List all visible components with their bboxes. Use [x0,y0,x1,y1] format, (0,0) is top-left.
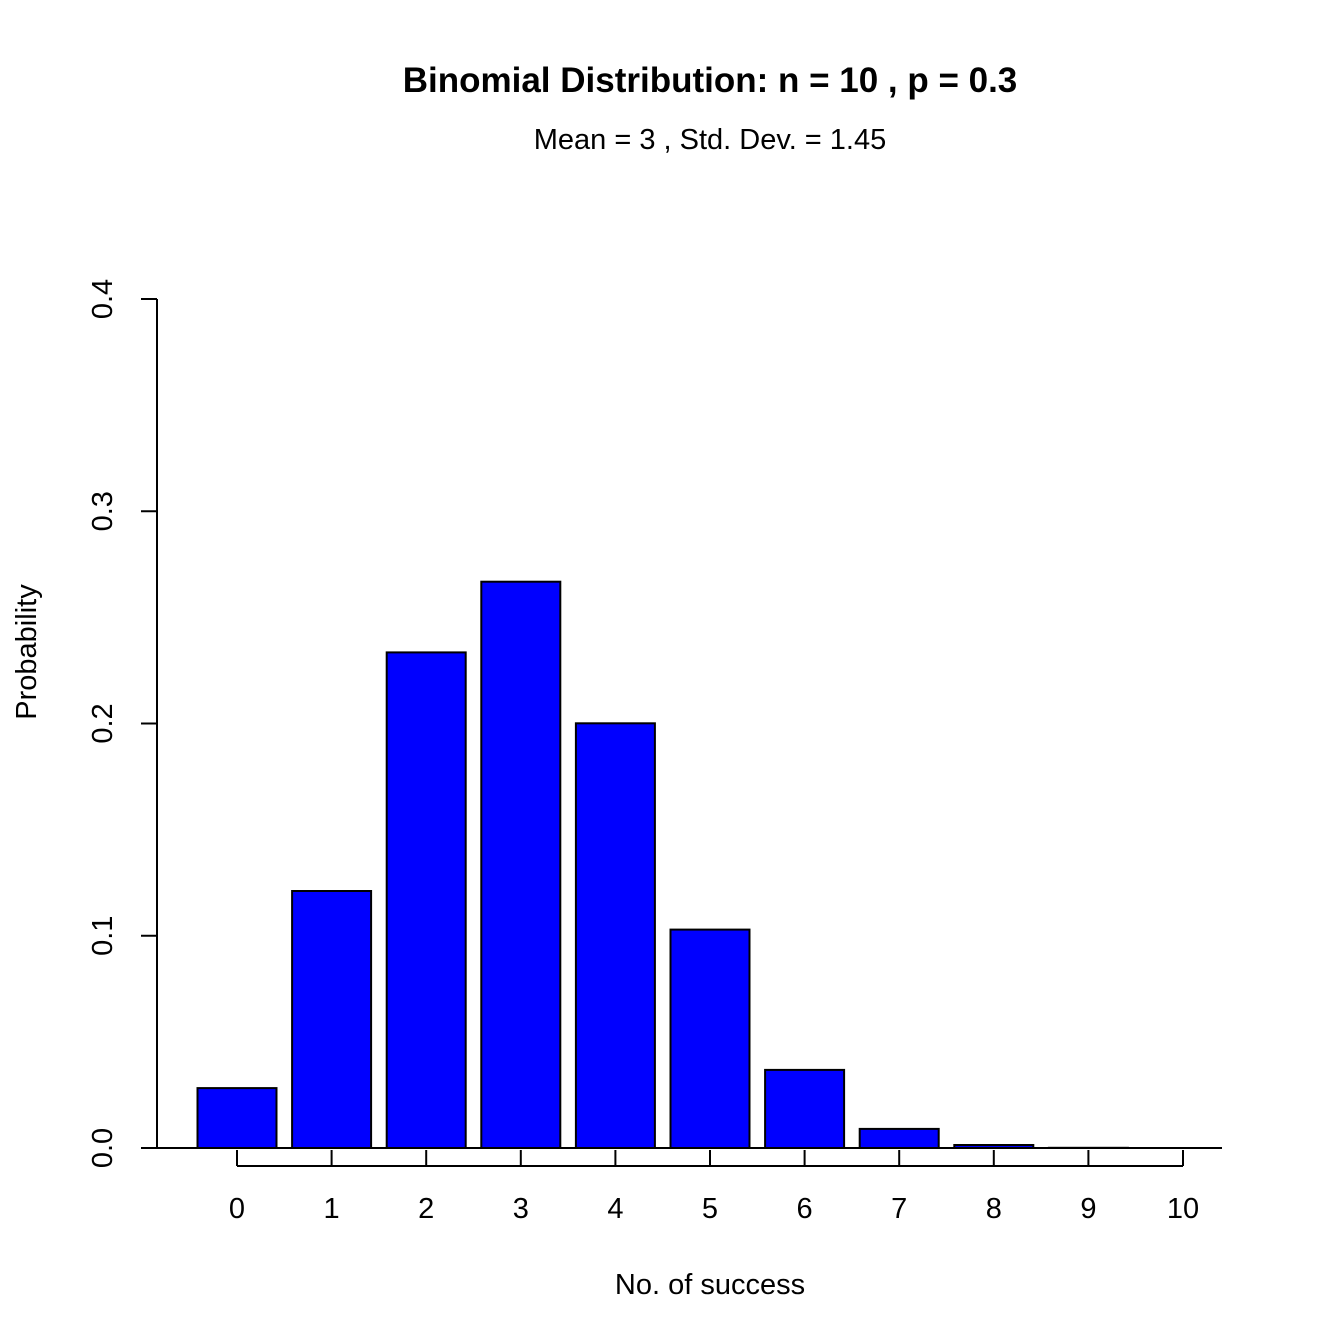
bar-7 [858,1127,940,1150]
y-tick-label: 0.3 [87,491,119,531]
x-tick-label: 10 [1167,1193,1199,1225]
bar-6 [764,1068,846,1150]
x-tick-label: 6 [797,1193,813,1225]
y-tick-label: 0.0 [87,1128,119,1168]
bar-4 [574,722,656,1149]
x-tick-label: 9 [1080,1193,1096,1225]
y-tick-label: 0.1 [87,916,119,956]
bar-5 [669,928,751,1149]
x-tick-label: 2 [418,1193,434,1225]
x-tick-label: 1 [324,1193,340,1225]
x-tick-label: 4 [607,1193,623,1225]
chart-subtitle: Mean = 3 , Std. Dev. = 1.45 [534,124,887,156]
x-tick-label: 3 [513,1193,529,1225]
x-axis: 0 1 2 3 4 5 6 7 8 9 10 [157,1147,1222,1225]
x-axis-label: No. of success [615,1269,805,1301]
bar-1 [291,890,373,1149]
x-tick-label: 0 [229,1193,245,1225]
bar-3 [480,580,562,1149]
y-tick-label: 0.2 [87,703,119,743]
bar-0 [196,1087,278,1149]
y-axis: 0.0 0.1 0.2 0.3 0.4 [87,279,158,1168]
x-tick-label: 7 [891,1193,907,1225]
y-axis-label: Probability [11,584,43,720]
x-tick-label: 5 [702,1193,718,1225]
y-tick-label: 0.4 [87,279,119,319]
bars-group [196,580,1129,1150]
bar-2 [385,651,467,1150]
x-tick-label: 8 [986,1193,1002,1225]
chart-title: Binomial Distribution: n = 10 , p = 0.3 [403,61,1018,100]
